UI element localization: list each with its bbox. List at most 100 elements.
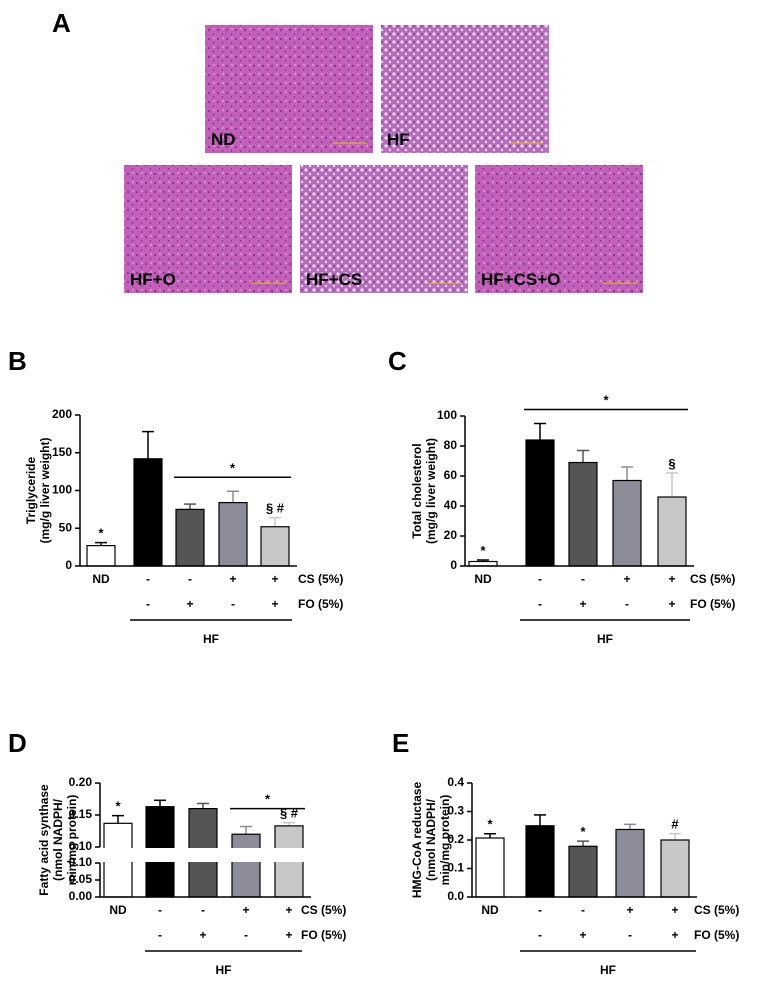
condition-mark: - — [625, 597, 629, 611]
condition-mark: + — [623, 572, 630, 586]
y-tick-label: 0.3 — [447, 804, 464, 818]
group-label: HF — [203, 632, 219, 646]
row-label: CS (5%) — [301, 903, 346, 917]
y-tick-label: 0 — [450, 558, 457, 572]
bar — [133, 458, 163, 567]
annotation: § — [668, 456, 675, 471]
bar — [86, 545, 116, 567]
group-label: HF — [597, 632, 613, 646]
group-label: HF — [216, 963, 232, 977]
y-tick-label: 60 — [444, 468, 458, 482]
y-axis-label: min/mg protein) — [438, 795, 452, 886]
annotation: * — [98, 526, 104, 541]
condition-mark: + — [229, 572, 236, 586]
condition-mark: + — [579, 597, 586, 611]
condition-mark: + — [285, 928, 292, 942]
condition-mark: - — [188, 572, 192, 586]
panel-letter: A — [52, 8, 71, 38]
row-label: CS (5%) — [694, 903, 739, 917]
bar — [525, 439, 555, 567]
condition-mark: + — [626, 903, 633, 917]
y-tick-label: 0.1 — [447, 861, 464, 875]
y-tick-label: 0.20 — [69, 775, 93, 789]
y-tick-label: 0.10 — [69, 839, 93, 853]
micrograph — [300, 165, 468, 293]
group-label: HF — [600, 963, 616, 977]
y-tick-label: 0.4 — [447, 775, 464, 789]
condition-mark: - — [231, 597, 235, 611]
condition-mark: + — [671, 903, 678, 917]
row-label: FO (5%) — [298, 597, 343, 611]
annotation: * — [603, 393, 609, 408]
bar — [218, 501, 248, 567]
row-label: FO (5%) — [301, 928, 346, 942]
micrograph-label: HF — [387, 130, 410, 149]
condition-mark: + — [668, 572, 675, 586]
condition-mark: + — [242, 903, 249, 917]
y-tick-label: 20 — [444, 528, 458, 542]
y-tick-label: 100 — [437, 408, 457, 422]
y-axis-label: HMG-CoA reductase — [410, 782, 424, 899]
annotation: § # — [266, 501, 285, 516]
bar — [615, 828, 645, 898]
panel-letter: D — [8, 728, 27, 758]
condition-mark: - — [538, 903, 542, 917]
x-tick-label: ND — [481, 903, 499, 917]
y-tick-label: 100 — [52, 483, 72, 497]
x-tick-label: ND — [109, 903, 127, 917]
condition-mark: + — [671, 928, 678, 942]
y-tick-label: 0.2 — [447, 832, 464, 846]
condition-mark: - — [581, 903, 585, 917]
y-tick-label: 0.05 — [69, 872, 93, 886]
y-axis-label: (nmol NADPH/ — [51, 798, 65, 881]
axis-break — [92, 848, 313, 862]
panel-letter: C — [388, 346, 407, 376]
y-tick-label: 200 — [52, 407, 72, 421]
x-tick-label: ND — [92, 572, 110, 586]
micrograph-label: HF+CS+O — [481, 270, 560, 289]
y-axis-label: (mg/g liver weight) — [424, 438, 438, 544]
y-axis-label: min/mg protein) — [65, 795, 79, 886]
condition-mark: - — [628, 928, 632, 942]
bar — [475, 837, 505, 898]
micrograph — [124, 165, 292, 293]
annotation: * — [230, 460, 236, 475]
condition-mark: - — [581, 572, 585, 586]
y-tick-label: 150 — [52, 445, 72, 459]
condition-mark: - — [158, 928, 162, 942]
condition-mark: - — [244, 928, 248, 942]
bar — [568, 461, 598, 567]
bar — [568, 845, 598, 898]
bar — [660, 839, 690, 898]
y-tick-label: 0.0 — [447, 889, 464, 903]
bar — [612, 479, 642, 567]
condition-mark: + — [199, 928, 206, 942]
x-tick-label: ND — [474, 572, 492, 586]
y-axis-label: (mg/g liver weight) — [38, 437, 52, 543]
y-tick-label: 0.00 — [69, 889, 93, 903]
y-tick-label: 40 — [444, 498, 458, 512]
micrograph — [381, 25, 549, 153]
y-tick-label: 50 — [59, 520, 73, 534]
y-axis-label: Fatty acid synthase — [37, 784, 51, 896]
bar — [231, 833, 261, 898]
condition-mark: - — [538, 597, 542, 611]
condition-mark: - — [538, 572, 542, 586]
row-label: CS (5%) — [690, 572, 735, 586]
y-tick-label: 0 — [65, 558, 72, 572]
row-label: FO (5%) — [690, 597, 735, 611]
panel-letter: B — [8, 346, 27, 376]
micrograph — [205, 25, 373, 153]
y-tick-label: 0.15 — [69, 807, 93, 821]
condition-mark: - — [538, 928, 542, 942]
row-label: CS (5%) — [298, 572, 343, 586]
condition-mark: - — [146, 597, 150, 611]
condition-mark: - — [158, 903, 162, 917]
condition-mark: + — [186, 597, 193, 611]
annotation: § # — [280, 806, 299, 821]
annotation: # — [671, 817, 679, 832]
row-label: FO (5%) — [694, 928, 739, 942]
y-axis-label: Total cholesterol — [410, 443, 424, 538]
bar — [657, 496, 687, 567]
y-axis-label: Triglyceride — [24, 456, 38, 524]
